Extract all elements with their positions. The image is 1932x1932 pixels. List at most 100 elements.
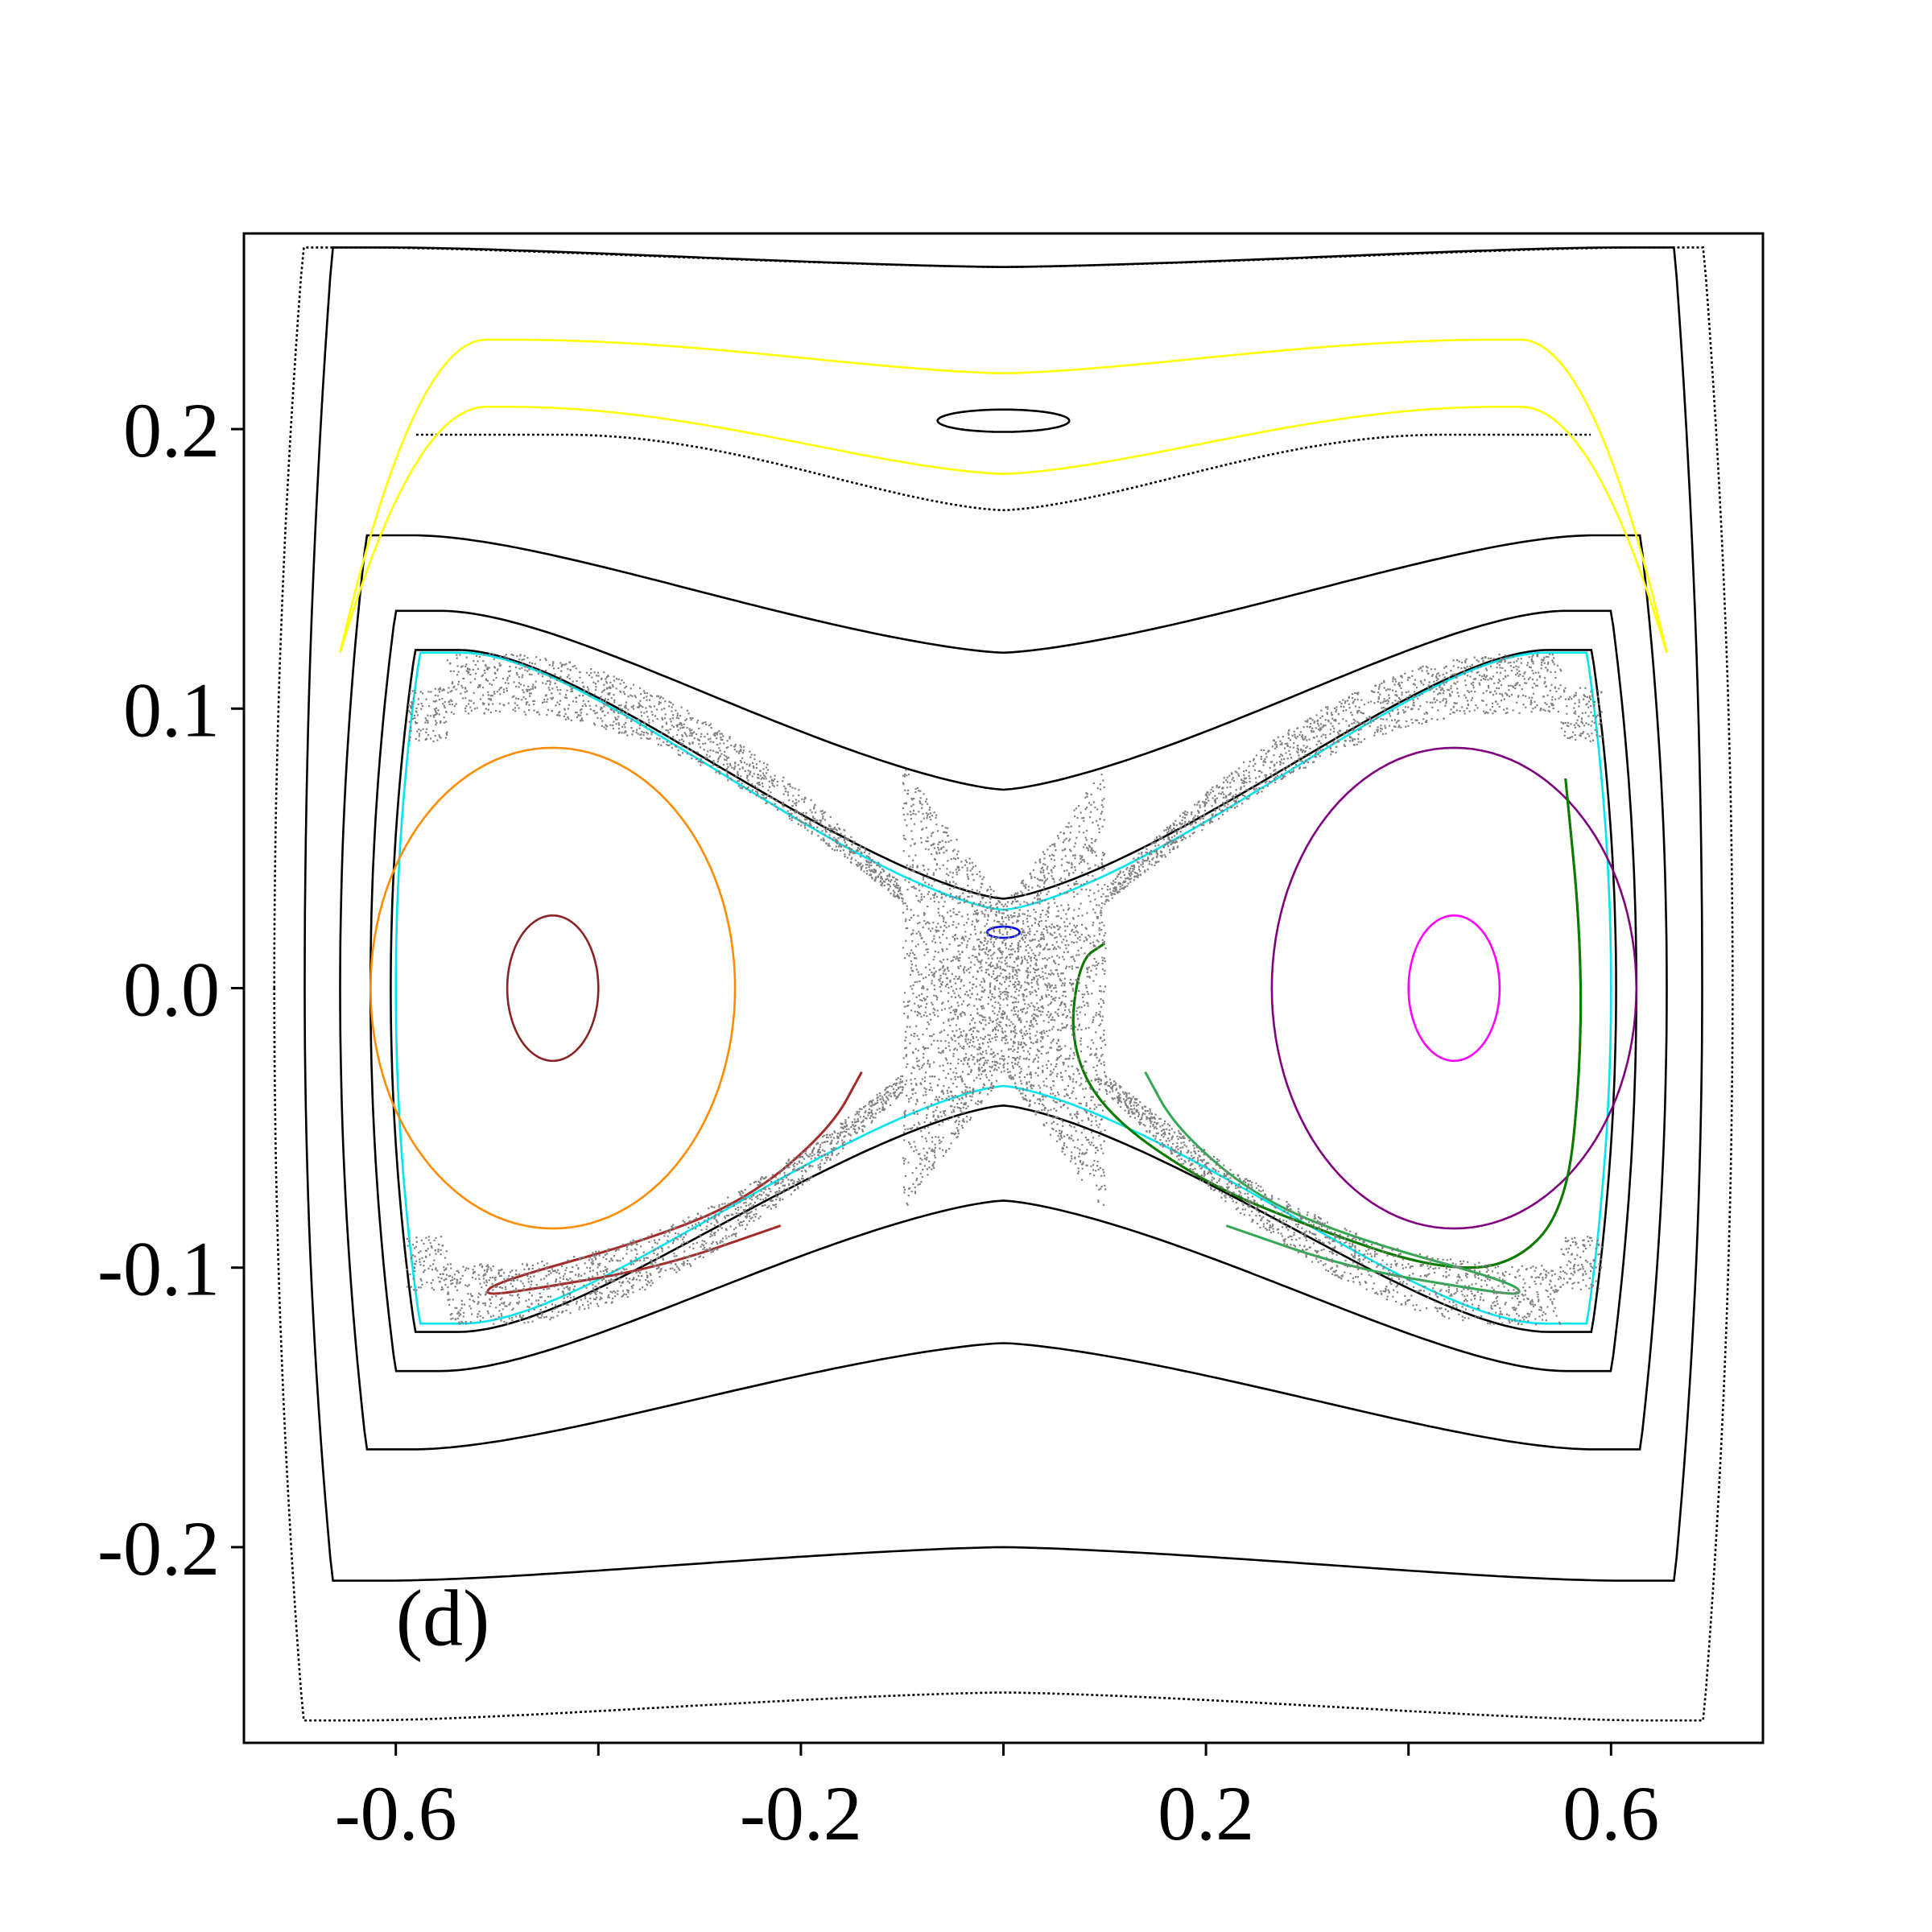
sea-point [1068, 907, 1071, 910]
sea-point [982, 991, 985, 993]
sea-point [1571, 1287, 1574, 1290]
sea-point [873, 879, 876, 881]
sea-point [1198, 1154, 1200, 1157]
sea-point [1034, 1019, 1037, 1022]
sea-point [531, 687, 535, 690]
sea-point [699, 1255, 701, 1257]
sea-point [872, 1117, 874, 1119]
sea-point [984, 931, 986, 934]
sea-point [1018, 1089, 1021, 1092]
sea-point [898, 1082, 901, 1084]
sea-point [747, 779, 749, 782]
sea-point [1091, 1120, 1093, 1122]
sea-point [483, 1274, 485, 1276]
sea-point [816, 826, 819, 828]
sea-point [853, 1125, 856, 1128]
sea-point [1517, 1269, 1520, 1271]
sea-point [829, 1143, 832, 1146]
sea-point [577, 1275, 580, 1278]
sea-point [1097, 1168, 1100, 1170]
sea-point [1082, 1001, 1084, 1003]
sea-point [753, 758, 756, 761]
sea-point [1348, 707, 1351, 709]
sea-point [549, 1295, 551, 1298]
sea-point [944, 1046, 947, 1050]
sea-point [1582, 1273, 1584, 1275]
sea-point [429, 715, 431, 717]
sea-point [912, 929, 914, 931]
sea-point [1494, 710, 1496, 712]
sea-point [1312, 737, 1315, 739]
sea-point [820, 839, 823, 841]
sea-point [1028, 1053, 1031, 1055]
sea-point [653, 1253, 655, 1255]
sea-point [1196, 815, 1199, 818]
sea-point [1141, 1117, 1143, 1121]
sea-point [1360, 699, 1363, 701]
sea-point [511, 1316, 514, 1319]
sea-point [1192, 818, 1195, 820]
sea-point [506, 1305, 508, 1307]
sea-point [833, 1130, 836, 1133]
sea-point [1057, 928, 1059, 931]
sea-point [925, 840, 927, 843]
sea-point [1286, 1200, 1288, 1203]
sea-point [1140, 864, 1142, 866]
sea-point [575, 667, 577, 670]
sea-point [525, 698, 527, 700]
sea-point [460, 1320, 463, 1323]
sea-point [1461, 1294, 1463, 1296]
sea-point [1113, 880, 1115, 882]
sea-point [1314, 1214, 1316, 1216]
sea-point [1191, 813, 1193, 815]
sea-point [671, 710, 673, 712]
sea-point [825, 1157, 828, 1159]
sea-point [1034, 934, 1036, 936]
sea-point [1074, 857, 1076, 860]
sea-point [811, 1154, 813, 1157]
sea-point [618, 704, 621, 707]
sea-point [952, 911, 955, 914]
sea-point [1283, 1240, 1286, 1243]
sea-point [974, 1022, 976, 1024]
sea-point [1022, 923, 1025, 925]
sea-point [942, 1001, 944, 1004]
sea-point [1126, 1097, 1129, 1100]
sea-point [961, 1046, 964, 1049]
sea-point [989, 964, 991, 967]
sea-point [1317, 749, 1319, 752]
sea-point [999, 923, 1001, 925]
sea-point [1518, 712, 1521, 714]
sea-point [726, 740, 729, 742]
sea-point [913, 1124, 915, 1126]
sea-point [531, 1320, 534, 1323]
sea-point [506, 676, 509, 679]
sea-point [630, 1249, 633, 1252]
sea-point [885, 1092, 887, 1094]
sea-point [1544, 702, 1546, 704]
sea-point [1536, 679, 1538, 681]
sea-point [748, 1212, 750, 1215]
sea-point [1226, 1183, 1228, 1186]
sea-point [625, 685, 627, 687]
sea-point [993, 919, 996, 922]
sea-point [647, 1235, 650, 1237]
sea-point [596, 1302, 598, 1305]
sea-point [1044, 972, 1046, 974]
sea-point [1271, 774, 1274, 777]
sea-point [491, 695, 493, 697]
sea-point [1290, 764, 1292, 766]
sea-point [594, 688, 597, 691]
sea-point [1013, 1042, 1015, 1045]
sea-point [920, 820, 923, 823]
sea-point [1226, 1186, 1228, 1189]
sea-point [1358, 1281, 1361, 1283]
sea-point [473, 1265, 476, 1268]
sea-point [1046, 865, 1049, 868]
sea-point [681, 735, 684, 737]
sea-point [1086, 847, 1088, 849]
sea-point [1383, 681, 1385, 683]
sea-point [1104, 895, 1107, 898]
sea-point [1005, 976, 1007, 978]
sea-point [1014, 1001, 1017, 1003]
